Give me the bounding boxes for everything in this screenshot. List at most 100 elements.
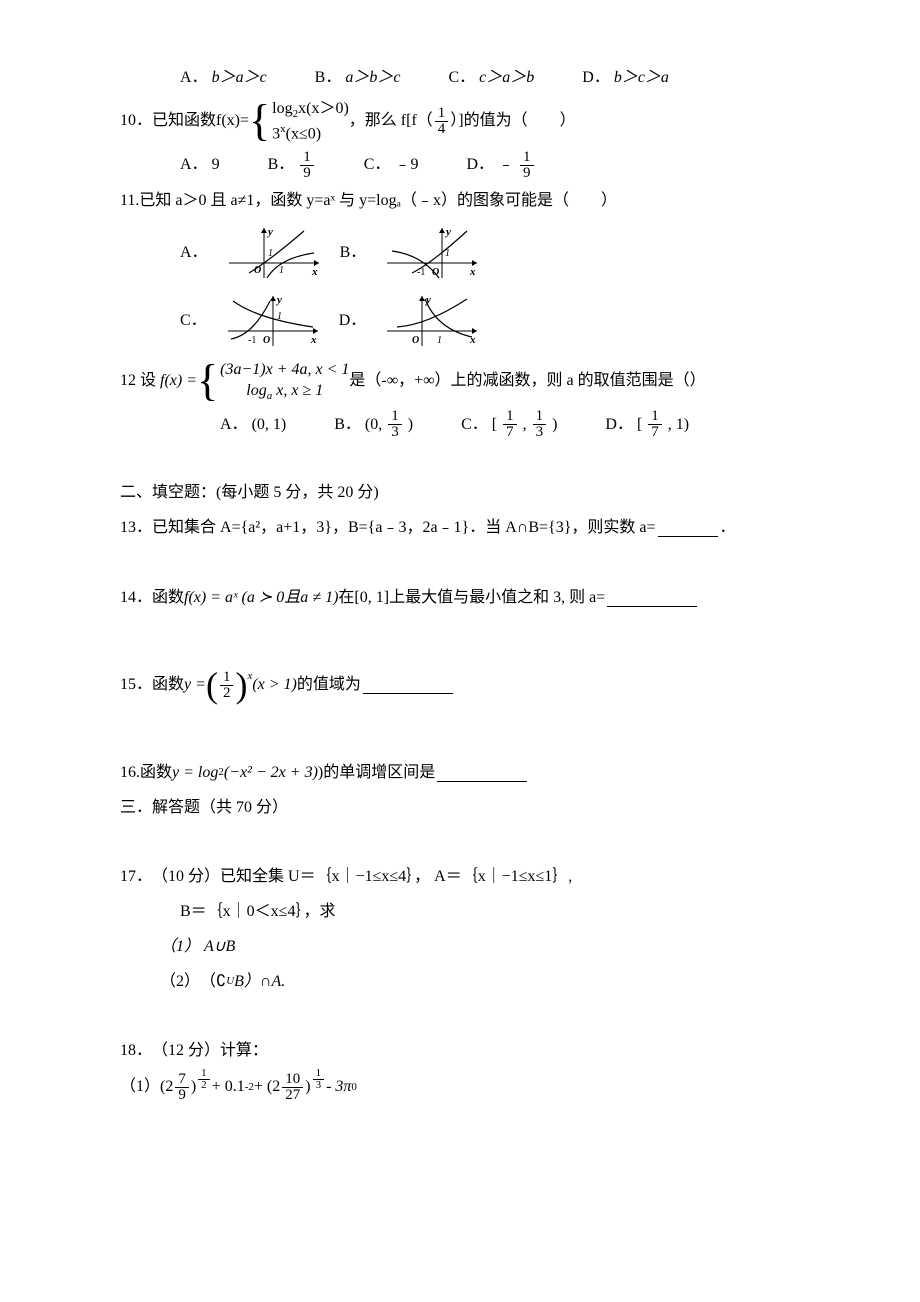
q9-opt-a: A． b＞a＞c xyxy=(180,64,267,93)
q17-line1: 17． （10 分）已知全集 U＝｛x｜−1≤x≤4｝， A＝｛x｜−1≤x≤1… xyxy=(120,863,820,892)
svg-text:-1: -1 xyxy=(248,335,256,346)
denominator: 7 xyxy=(648,425,662,440)
q12-options: A． (0, 1) B． (0, 1 3 ) C． [ 1 7 , 1 3 ) … xyxy=(220,409,820,440)
q12: 12 设 f(x) = { (3a−1)x + 4a, x < 1 loga x… xyxy=(120,359,820,403)
q16-pre: 函数 xyxy=(140,759,172,788)
blank-input[interactable] xyxy=(363,677,453,694)
section3-title: 三．解答题（共 70 分） xyxy=(120,794,820,823)
q10-case1: log2x(x＞0) xyxy=(272,99,349,121)
q12-case2: loga x, x ≥ 1 xyxy=(220,381,349,403)
q10-opt-a: A． 9 xyxy=(180,151,220,180)
opt-label: B． xyxy=(268,151,295,180)
opt-expr: b＞a＞c xyxy=(212,64,267,93)
q-num: 11. xyxy=(120,187,139,216)
pre: (0, xyxy=(365,411,382,440)
q17-p2: （2） （∁UB）∩A. xyxy=(160,968,820,997)
opt-label: D． xyxy=(582,64,610,93)
pre: [ xyxy=(637,411,642,440)
opt-val: ﹣9 xyxy=(394,151,418,180)
svg-text:x: x xyxy=(310,334,317,346)
opt-label: B． xyxy=(334,411,361,440)
blank-input[interactable] xyxy=(607,590,697,607)
svg-text:y: y xyxy=(266,226,273,238)
q18-line1: 18． （12 分）计算： xyxy=(120,1037,820,1066)
q17-p1: （1） A∪B xyxy=(160,933,820,962)
svg-text:O: O xyxy=(263,335,270,346)
opt-label: B． xyxy=(340,239,367,268)
tail: x, x ≥ 1 xyxy=(272,382,323,399)
opt-label: C． xyxy=(364,151,391,180)
part-text: （2） （∁ xyxy=(160,968,226,997)
neg: ﹣ xyxy=(498,151,514,180)
close: ) xyxy=(191,1073,196,1102)
q17-line2: B＝｛x｜0＜x≤4｝，求 xyxy=(180,898,820,927)
svg-text:1: 1 xyxy=(437,335,442,346)
numerator: 1 xyxy=(388,409,402,425)
plus2: + (2 xyxy=(254,1073,280,1102)
q-num: 18． xyxy=(120,1037,152,1066)
frac: 10 27 xyxy=(282,1072,303,1103)
q12-cases: { (3a−1)x + 4a, x < 1 loga x, x ≥ 1 xyxy=(197,359,349,403)
blank-input[interactable] xyxy=(658,520,718,537)
q12-opt-d: D． [ 1 7 , 1) xyxy=(605,409,689,440)
section-text: 二、填空题：(每小题 5 分，共 20 分) xyxy=(120,479,379,508)
svg-text:y: y xyxy=(275,294,282,306)
q15: 15． 函数 y = ( 1 2 ) x (x > 1) 的值域为 xyxy=(120,653,820,718)
opt-label: D． xyxy=(605,411,633,440)
t1-pre: (2 xyxy=(160,1073,173,1102)
graph-b-icon: 1 -1 O x y xyxy=(382,223,482,283)
numerator: 7 xyxy=(175,1072,189,1088)
plus1: + 0.1 xyxy=(212,1073,245,1102)
blank-input[interactable] xyxy=(437,765,527,782)
numerator: 1 xyxy=(300,150,314,166)
q15-tail: 的值域为 xyxy=(297,671,361,700)
denominator: 4 xyxy=(435,122,449,137)
q10: 10． 已知函数f(x)= { log2x(x＞0) 3x(x≤0) ，那么 f… xyxy=(120,99,820,144)
q10-opt-c: C． ﹣9 xyxy=(364,151,419,180)
q12-case1: (3a−1)x + 4a, x < 1 xyxy=(220,360,349,379)
denominator: 9 xyxy=(520,166,534,181)
q-num: 17． xyxy=(120,863,152,892)
case-tail: x(x＞0) xyxy=(298,100,349,117)
q13: 13． 已知集合 A={a²，a+1，3}，B={a﹣3，2a﹣1}．当 A∩B… xyxy=(120,514,820,543)
svg-text:1: 1 xyxy=(279,265,284,276)
left-brace-icon: { xyxy=(197,359,218,403)
q12-fx: f(x) = xyxy=(160,367,197,396)
cond: (x > 1) xyxy=(252,671,297,700)
frac: 1 7 xyxy=(503,409,517,440)
q9-opt-c: C． c＞a＞b xyxy=(448,64,534,93)
case-tail: (x≤0) xyxy=(286,126,321,143)
base: 3 xyxy=(272,126,280,143)
denominator: 2 xyxy=(220,686,234,701)
q-num: 13． xyxy=(120,514,152,543)
part-text: （1） A∪B xyxy=(160,933,235,962)
numerator: 10 xyxy=(282,1072,303,1088)
denominator: 9 xyxy=(175,1088,189,1103)
q-num: 14． xyxy=(120,584,152,613)
opt-val: 9 xyxy=(212,151,220,180)
svg-text:x: x xyxy=(311,266,318,278)
sup: 0 xyxy=(351,1078,357,1098)
q10-tail: ）]的值为（ ） xyxy=(450,107,575,136)
p1-pre: （1） xyxy=(120,1073,160,1102)
opt-label: D． xyxy=(466,151,494,180)
q18-p1: （1） (2 7 9 ) 1 2 + 0.1-2 + (2 10 27 ) 1 … xyxy=(120,1072,820,1103)
frac: 1 2 xyxy=(220,670,234,701)
numerator: 1 xyxy=(520,150,534,166)
q10-case2: 3x(x≤0) xyxy=(272,123,349,144)
tail: B）∩A. xyxy=(234,968,285,997)
pre: [ xyxy=(492,411,497,440)
q14-tail: 在[0, 1]上最大值与最小值之和 3, 则 a= xyxy=(338,584,605,613)
q11: 11. 已知 a＞0 且 a≠1，函数 y=aˣ 与 y=logₐ（﹣x）的图象… xyxy=(120,187,820,216)
mid: , xyxy=(523,411,527,440)
q14: 14． 函数 f(x) = aˣ (a ≻ 0且a ≠ 1) 在[0, 1]上最… xyxy=(120,584,820,613)
sub: U xyxy=(226,972,234,992)
opt-label: A． xyxy=(180,239,208,268)
q16-tail: )的单调增区间是 xyxy=(318,759,435,788)
q13-text: 已知集合 A={a²，a+1，3}，B={a﹣3，2a﹣1}．当 A∩B={3}… xyxy=(152,514,656,543)
q11-graphs-row1: A． 1 1 O x y B． 1 -1 O x y xyxy=(180,223,820,283)
svg-text:O: O xyxy=(412,335,419,346)
opt-expr: b＞c＞a xyxy=(614,64,669,93)
q11-graphs-row2: C． 1 -1 O x y D． 1 O x y xyxy=(180,291,820,351)
q17-text2: B＝｛x｜0＜x≤4｝，求 xyxy=(180,898,335,927)
